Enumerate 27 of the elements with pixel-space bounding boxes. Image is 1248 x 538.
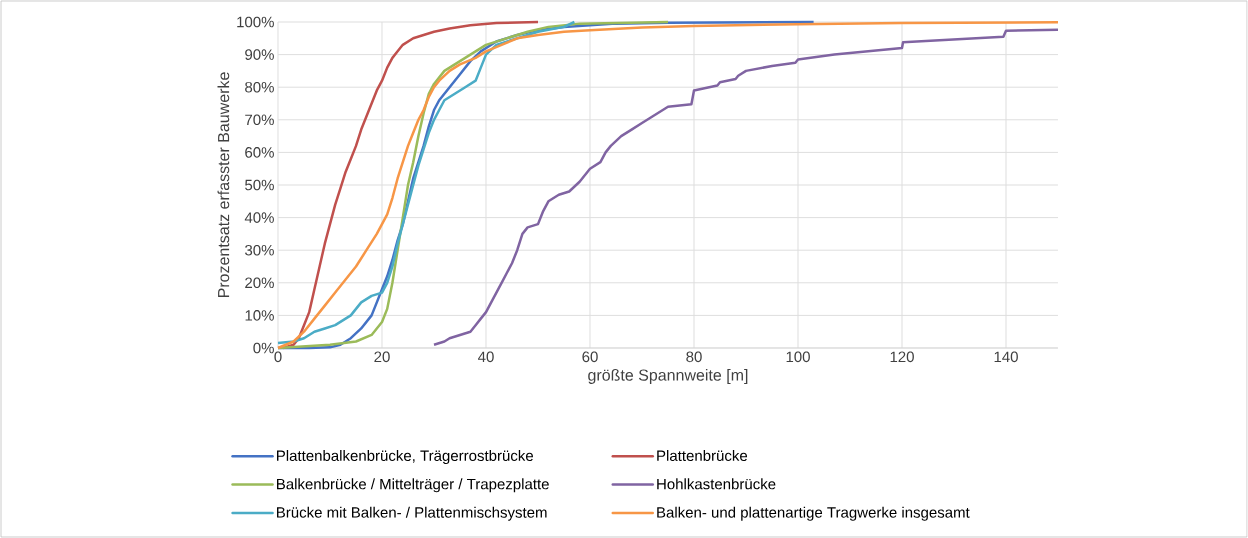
x-axis-title: größte Spannweite [m] (588, 369, 748, 384)
y-tick-label: 20% (245, 277, 274, 289)
legend-label: Balken- und plattenartige Tragwerke insgesamt (657, 506, 970, 521)
y-tick-label: 60% (245, 147, 274, 158)
y-tick-label: 80% (245, 81, 274, 93)
y-tick-label: 10% (245, 310, 274, 321)
legend-label: Hohlkastenbrücke (657, 478, 776, 490)
x-tick-label: 20 (374, 351, 390, 363)
legend-label: Plattenbalkenbrücke, Trägerrostbrücke (277, 449, 533, 464)
x-tick-label: 80 (686, 351, 702, 363)
legend-label: Balkenbrücke / Mittelträger / Trapezplatte (277, 478, 549, 493)
x-tick-label: 120 (890, 351, 914, 363)
x-tick-label: 100 (786, 351, 810, 363)
x-tick-label: 0 (274, 351, 282, 363)
y-tick-label: 30% (245, 244, 274, 256)
y-tick-label: 100% (237, 16, 274, 28)
y-tick-label: 90% (245, 49, 274, 60)
y-tick-label: 70% (245, 114, 274, 126)
y-tick-label: 0% (253, 342, 274, 354)
x-tick-label: 60 (582, 351, 598, 363)
y-axis-title: Prozentsatz erfasster Bauwerke (217, 72, 230, 298)
legend-label: Plattenbrücke (657, 449, 748, 461)
y-tick-label: 50% (245, 179, 274, 191)
y-tick-label: 40% (244, 212, 274, 223)
x-tick-label: 140 (994, 351, 1018, 363)
legend-label: Brücke mit Balken- / Plattenmischsystem (277, 506, 547, 521)
x-tick-label: 40 (478, 351, 494, 363)
